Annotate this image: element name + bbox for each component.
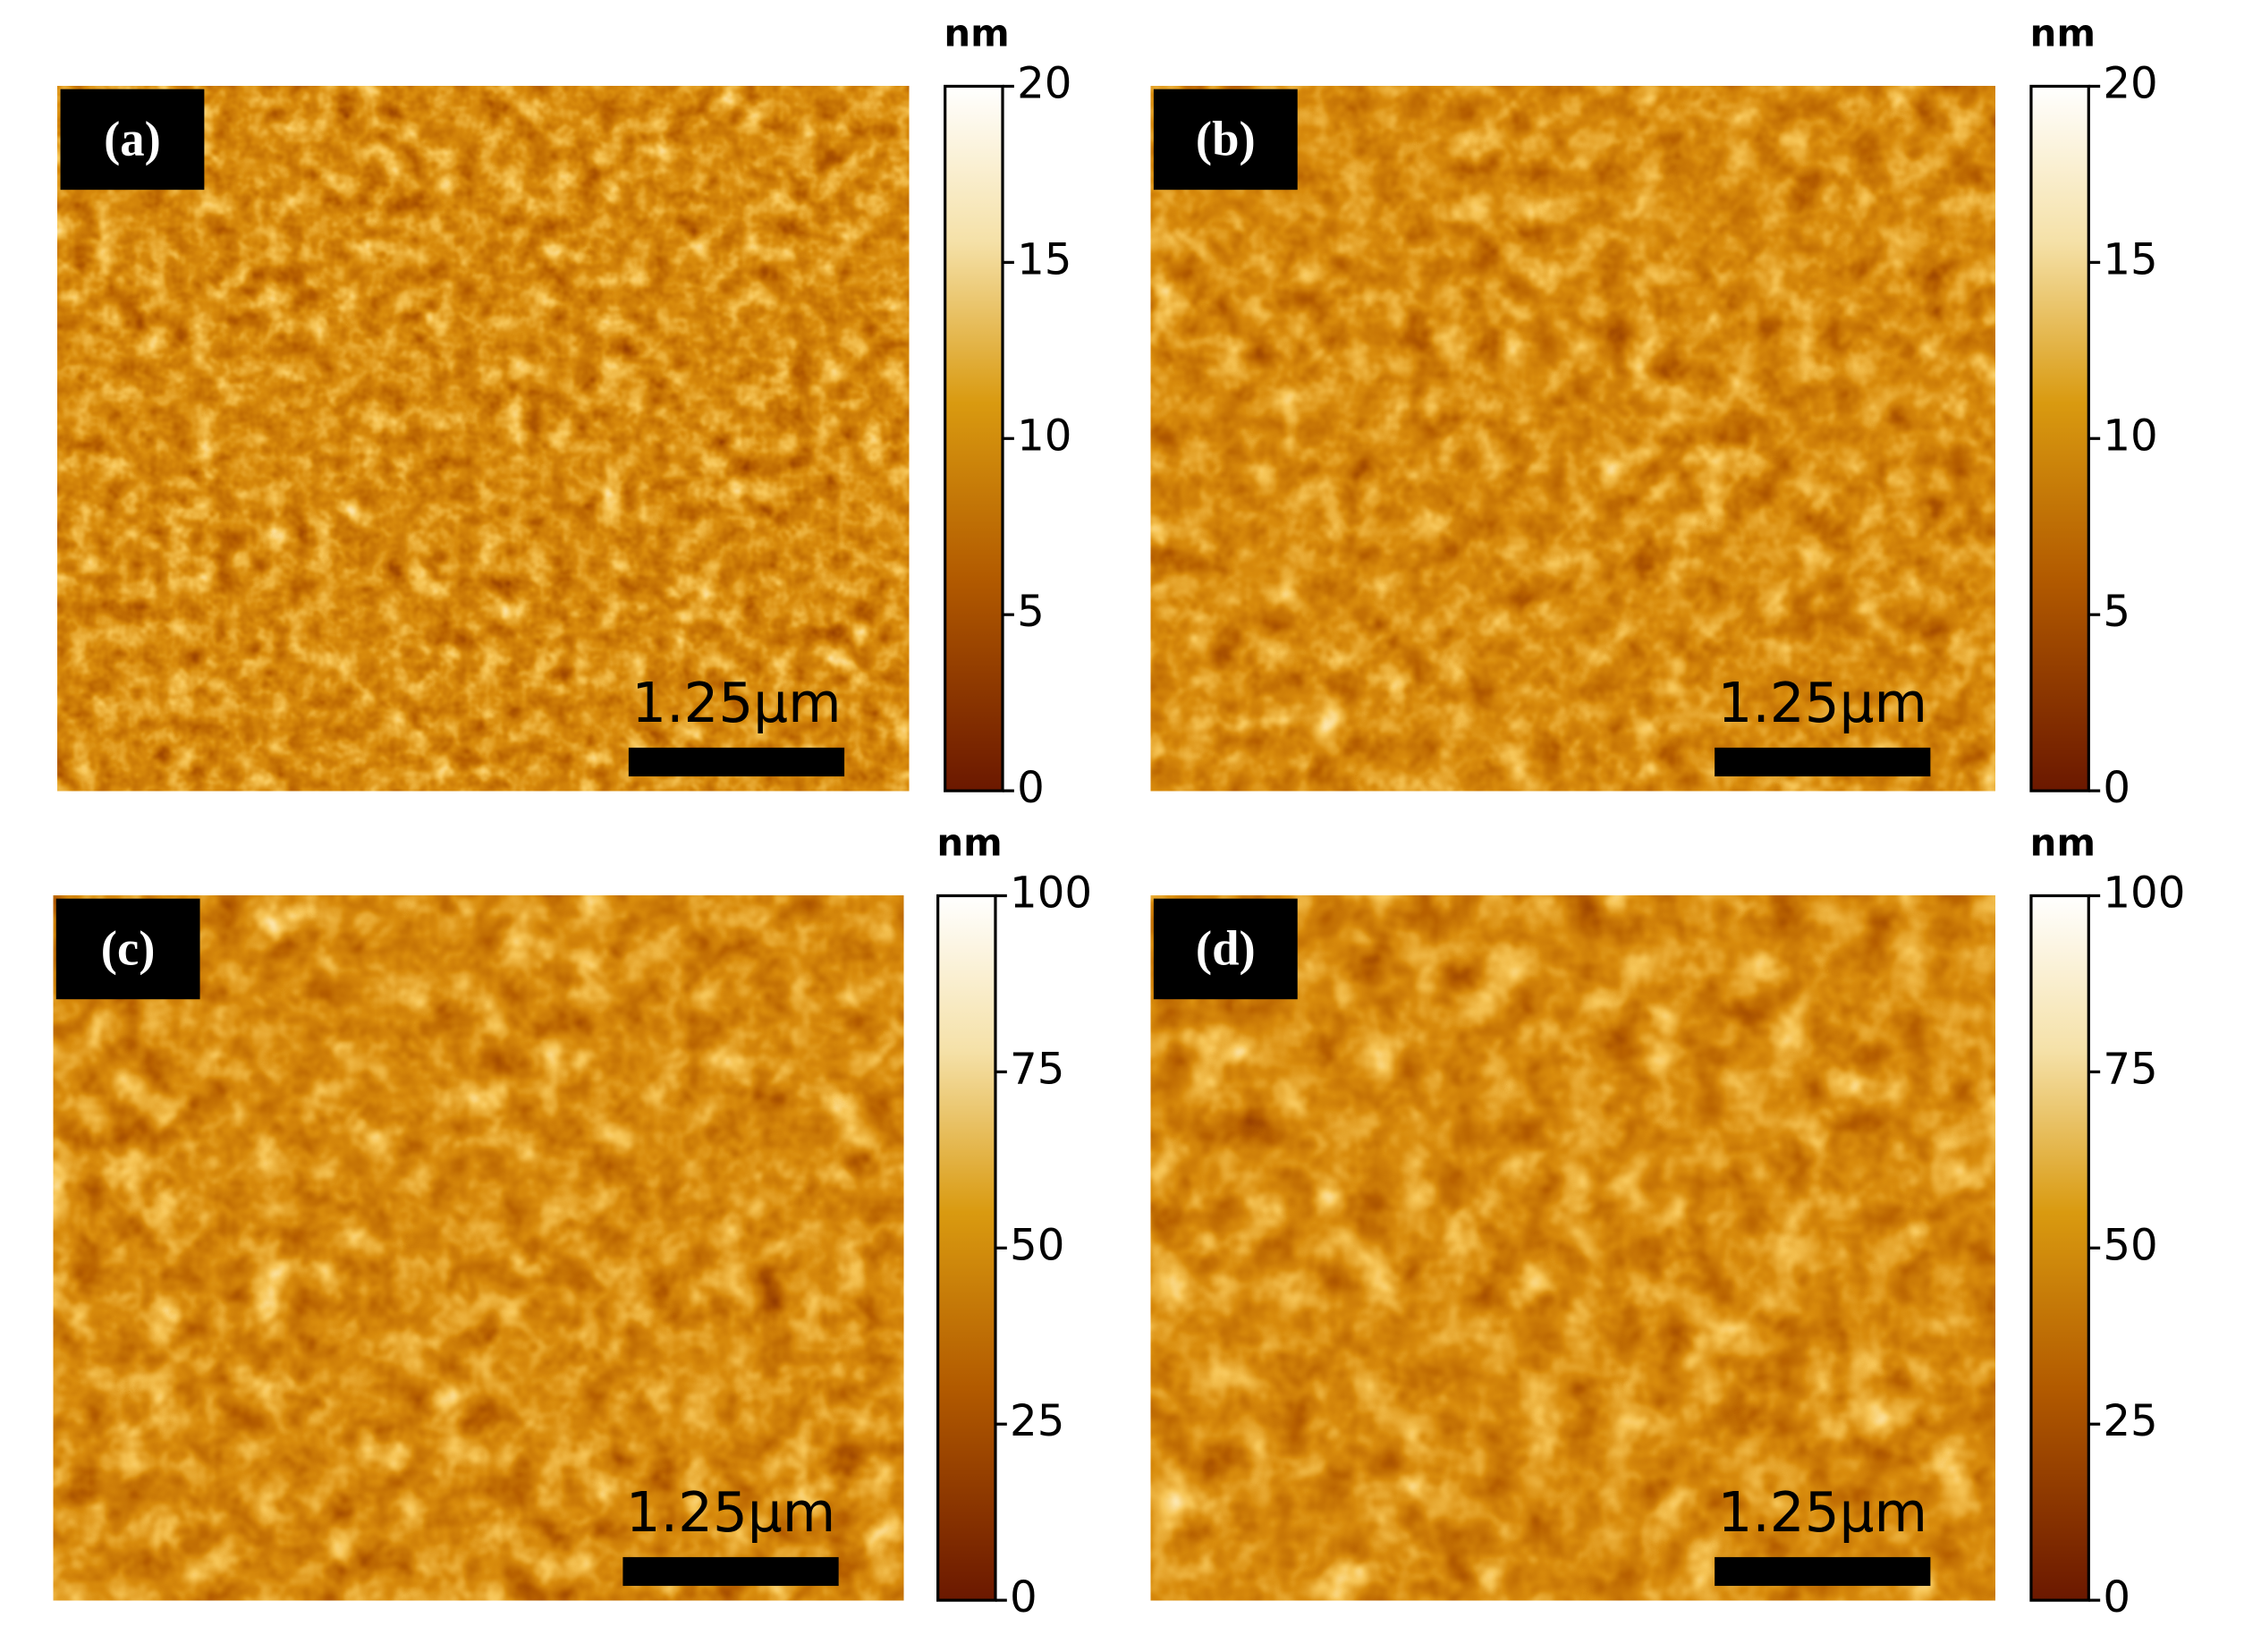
- colorbar-tick-label: 5: [1017, 587, 1045, 637]
- label-box: [55, 898, 200, 1000]
- afm-image: [55, 84, 911, 792]
- panel-label: (c): [101, 920, 156, 975]
- colorbar-unit: nm: [936, 820, 1002, 864]
- scale-bar: [628, 747, 845, 777]
- colorbar-tick-label: 15: [2103, 234, 2157, 284]
- scale-bar: [1715, 1556, 1931, 1587]
- label-box: [60, 89, 205, 191]
- scale-bar-label: 1.25µm: [1718, 672, 1927, 735]
- colorbar-unit: nm: [944, 11, 1009, 55]
- colorbar-tick-label: 5: [2103, 587, 2130, 637]
- colorbar-tick-label: 0: [2103, 763, 2130, 813]
- colorbar-tick-label: 25: [2103, 1396, 2157, 1446]
- panel-label: (b): [1196, 111, 1256, 165]
- colorbar: [2029, 84, 2090, 792]
- colorbar-tick-label: 10: [2103, 411, 2157, 461]
- colorbar-tick-label: 20: [1017, 58, 1071, 108]
- colorbar-unit: nm: [2030, 11, 2096, 55]
- colorbar-unit: nm: [2030, 820, 2096, 864]
- colorbar-tick-label: 25: [1010, 1396, 1064, 1446]
- colorbar-tick-label: 0: [1017, 763, 1045, 813]
- colorbar-tick-label: 0: [2103, 1572, 2130, 1622]
- colorbar-tick-label: 75: [1010, 1044, 1064, 1094]
- colorbar-tick-label: 0: [1010, 1572, 1037, 1622]
- colorbar: [936, 894, 997, 1602]
- panel-label: (d): [1196, 920, 1256, 975]
- colorbar-tick-label: 50: [2103, 1220, 2157, 1270]
- label-box: [1153, 898, 1298, 1000]
- colorbar: [2029, 894, 2090, 1602]
- colorbar-tick-label: 75: [2103, 1044, 2157, 1094]
- scale-bar: [1715, 747, 1931, 777]
- colorbar-tick-label: 100: [1010, 868, 1092, 918]
- afm-image: [51, 894, 905, 1602]
- afm-image: [1149, 84, 1997, 792]
- afm-image: [1149, 894, 1997, 1602]
- scale-bar-label: 1.25µm: [626, 1481, 835, 1545]
- colorbar-tick-label: 15: [1017, 234, 1071, 284]
- label-box: [1153, 89, 1298, 191]
- scale-bar-label: 1.25µm: [631, 672, 841, 735]
- colorbar-tick-label: 100: [2103, 868, 2185, 918]
- colorbar-tick-label: 10: [1017, 411, 1071, 461]
- colorbar-tick-label: 50: [1010, 1220, 1064, 1270]
- panel-label: (a): [104, 111, 161, 165]
- colorbar: [944, 84, 1004, 792]
- scale-bar: [622, 1556, 839, 1587]
- colorbar-tick-label: 20: [2103, 58, 2157, 108]
- scale-bar-label: 1.25µm: [1718, 1481, 1927, 1545]
